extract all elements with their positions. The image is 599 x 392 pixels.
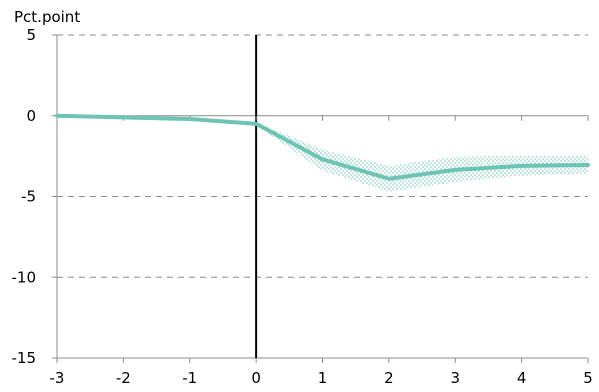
x-tick-label: -2 (116, 369, 131, 387)
y-tick-label: -5 (21, 188, 36, 206)
gridlines (57, 34, 588, 359)
x-tick-label: -3 (50, 369, 65, 387)
x-tick-label: 4 (517, 369, 527, 387)
x-tick-label: 5 (583, 369, 593, 387)
series-lines (55, 113, 590, 181)
y-tick-label: -10 (12, 268, 37, 286)
confidence-band (57, 115, 588, 192)
confidence-band-area (57, 115, 588, 192)
x-tick-label: 1 (318, 369, 328, 387)
y-tick-label: -15 (12, 349, 37, 367)
x-tick-label: -1 (182, 369, 197, 387)
tick-labels: 50-5-10-15-3 -2 -1 0 1 2 3 4 5 (12, 26, 593, 387)
x-tick-label: 0 (251, 369, 261, 387)
x-tick-label: 3 (450, 369, 460, 387)
y-axis-label: Pct.point (14, 8, 80, 26)
y-tick-label: 0 (26, 107, 36, 125)
y-tick-label: 5 (26, 26, 36, 44)
axes (52, 34, 589, 363)
x-tick-label: 2 (384, 369, 394, 387)
series-line (55, 113, 590, 181)
